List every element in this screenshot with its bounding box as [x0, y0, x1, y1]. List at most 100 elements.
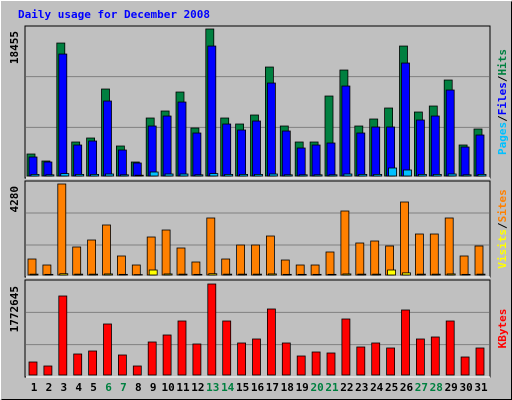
bar [177, 101, 187, 177]
legend: KBytes [496, 309, 509, 349]
bar [401, 309, 410, 376]
bar [164, 173, 174, 177]
bar [192, 132, 202, 177]
bar [459, 255, 469, 276]
bar [147, 125, 157, 177]
bar [208, 273, 218, 276]
x-tick-label: 17 [266, 381, 279, 394]
bar [238, 273, 248, 276]
bar [74, 273, 84, 276]
bar [416, 273, 426, 276]
bar [477, 174, 487, 177]
bar [103, 100, 112, 177]
bar [400, 201, 409, 276]
bar [460, 146, 470, 177]
bar [105, 173, 114, 177]
bar [161, 229, 171, 276]
bar [388, 167, 398, 177]
bar [162, 115, 172, 177]
bar [28, 156, 38, 177]
bar [30, 174, 40, 177]
x-tick-label: 7 [120, 381, 127, 394]
bar [370, 240, 380, 276]
bar [206, 217, 216, 276]
bar [311, 144, 321, 177]
x-tick-label: 21 [325, 381, 339, 394]
bar [149, 171, 159, 177]
bar [328, 174, 338, 177]
x-tick-label: 3 [60, 381, 67, 394]
bar [431, 273, 441, 276]
bar [265, 235, 275, 276]
bar [72, 246, 82, 276]
bar [134, 174, 144, 177]
bar [192, 343, 202, 376]
bar [282, 273, 292, 276]
bar [119, 273, 128, 276]
bar [148, 269, 158, 276]
bar [104, 273, 113, 276]
bar [462, 174, 472, 177]
bar [176, 247, 186, 276]
bar [43, 161, 53, 177]
legend-separator: / [496, 75, 509, 82]
bar [207, 283, 217, 376]
bar [415, 119, 425, 177]
bar [58, 53, 68, 177]
bar [207, 45, 217, 177]
bar [179, 173, 189, 177]
bar [298, 174, 308, 177]
y-tick-label: 1772645 [8, 286, 21, 332]
bar [223, 273, 233, 276]
bar [357, 273, 367, 276]
bar [162, 334, 172, 376]
bar [132, 365, 142, 376]
x-tick-label: 10 [161, 381, 174, 394]
x-tick-label: 1 [31, 381, 38, 394]
bar [283, 174, 293, 177]
x-tick-label: 24 [370, 381, 384, 394]
bar [266, 82, 276, 177]
x-tick-label: 11 [176, 381, 190, 394]
legend: Pages/Files/Hits [496, 49, 509, 155]
bar [251, 244, 260, 276]
x-tick-label: 16 [251, 381, 265, 394]
bar [252, 338, 261, 376]
bar [57, 183, 67, 276]
bar [340, 210, 350, 276]
x-tick-label: 28 [430, 381, 443, 394]
x-tick-label: 4 [75, 381, 82, 394]
bar [253, 273, 262, 276]
bar [103, 323, 112, 376]
y-tick-label: 18455 [8, 31, 21, 64]
bar [417, 174, 427, 177]
bar [445, 320, 455, 376]
bar [476, 273, 486, 276]
bar [222, 123, 232, 177]
bar [281, 130, 291, 177]
bar [461, 273, 471, 276]
x-tick-label: 22 [340, 381, 353, 394]
bar [209, 173, 219, 177]
legend-entry: Visits [496, 229, 509, 269]
bar [326, 352, 336, 376]
bar [432, 174, 442, 177]
bar [178, 273, 188, 276]
x-tick-label: 18 [281, 381, 294, 394]
bar [117, 255, 126, 276]
bar [312, 273, 322, 276]
bar [147, 341, 157, 376]
legend-separator: / [496, 222, 509, 229]
bar [191, 261, 201, 276]
bar [44, 273, 54, 276]
y-tick-label: 4280 [8, 186, 21, 213]
bar [342, 273, 352, 276]
bar [132, 162, 142, 177]
x-tick-label: 26 [400, 381, 414, 394]
bar [341, 85, 351, 177]
bar [297, 273, 307, 276]
x-tick-label: 20 [310, 381, 323, 394]
bar [387, 269, 397, 276]
bar [90, 174, 99, 177]
